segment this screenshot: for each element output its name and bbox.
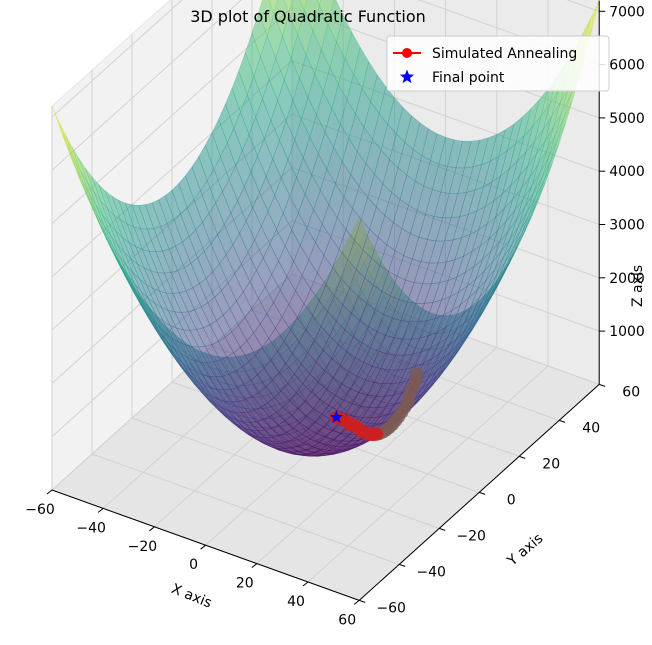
surface-cell (327, 0, 344, 43)
gridline-y (171, 0, 480, 493)
chart-title: 3D plot of Quadratic Function (190, 7, 426, 26)
y-tick-label: 60 (622, 384, 640, 400)
final-point-marker (329, 410, 344, 423)
y-axis-label: Y axis (504, 531, 547, 570)
surface-cell (299, 0, 308, 12)
x-tick (149, 526, 155, 532)
y-tick-label: 20 (542, 456, 560, 472)
surface-cell (370, 74, 387, 115)
gridline-z (51, 0, 600, 171)
surface-cell (319, 0, 335, 26)
y-tick (599, 383, 606, 387)
y-tick-label: 0 (507, 492, 516, 508)
z-tick-label: 6000 (609, 58, 645, 74)
z-tick-label: 3000 (609, 218, 645, 234)
x-tick-label: −60 (25, 502, 55, 518)
axes: −60 −40 −20 0 20 40 60 −60 −40 −20 0 20 40 60 1000 2000… (25, 0, 645, 628)
x-tick-label: 40 (287, 594, 305, 610)
gridline-z (51, 0, 600, 118)
y-tick-label: −60 (376, 600, 406, 616)
x-tick-label: 60 (338, 612, 356, 628)
x-tick (200, 544, 206, 550)
z-axis-label: Z axis (630, 265, 646, 307)
x-tick (353, 600, 360, 605)
legend-marker-annealing (402, 48, 412, 58)
x-tick-label: 0 (189, 557, 198, 573)
x-tick (97, 508, 104, 513)
surface-cell (283, 0, 294, 15)
y-tick (519, 455, 526, 459)
legend-label-final-point: Final point (432, 70, 505, 86)
surface-cell (498, 123, 515, 158)
z-tick-label: 2000 (609, 271, 645, 287)
z-tick-label: 5000 (609, 111, 645, 127)
y-tick (559, 419, 566, 423)
legend: Simulated Annealing Final point (386, 35, 610, 92)
surface-cell (515, 107, 532, 145)
z-tick-label: 7000 (609, 4, 645, 20)
y-tick-label: −40 (416, 564, 446, 580)
legend-label-annealing: Simulated Annealing (432, 46, 577, 62)
surface-plot (51, 0, 600, 457)
x-axis-label: X axis (169, 581, 214, 612)
surface-cell (317, 0, 322, 6)
z-tick-label: 4000 (609, 164, 645, 180)
surface-cell (524, 99, 540, 136)
x-tick (46, 489, 53, 495)
z-tick-label: 1000 (609, 324, 645, 340)
y-tick (399, 563, 406, 567)
x-tick-label: −20 (128, 539, 158, 555)
annealing-path (329, 367, 423, 442)
y-tick (359, 599, 366, 603)
y-tick (479, 491, 486, 495)
surface-cell (268, 0, 279, 15)
legend-marker-star-icon (399, 69, 415, 84)
y-tick-label: 40 (582, 420, 600, 436)
x-tick-label: −40 (76, 520, 106, 536)
y-tick-label: −20 (456, 528, 486, 544)
x-tick-label: 20 (236, 576, 254, 592)
gridline-y (131, 34, 440, 529)
legend-box (386, 35, 610, 92)
x-tick (302, 581, 309, 587)
y-tick (439, 527, 446, 531)
x-tick (251, 563, 258, 568)
